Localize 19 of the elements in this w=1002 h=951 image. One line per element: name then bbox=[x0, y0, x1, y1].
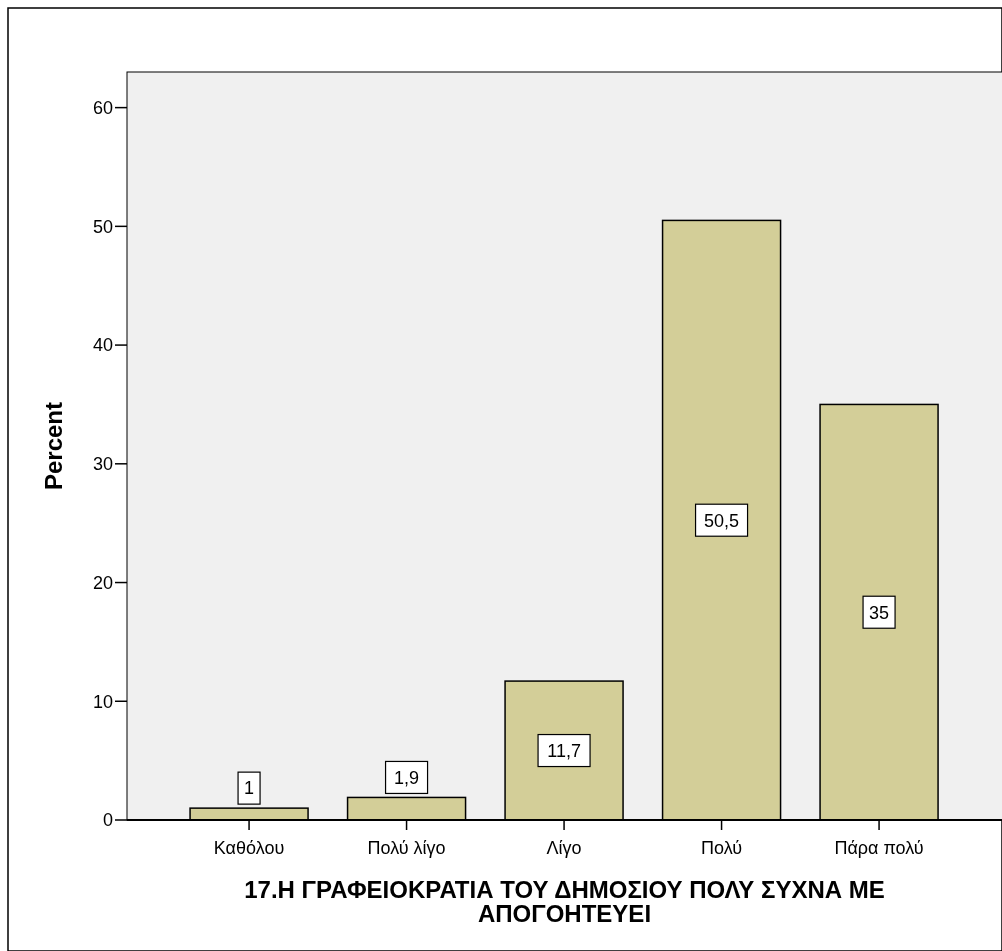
y-tick-label: 60 bbox=[92, 97, 113, 118]
x-axis-title: 17.Η ΓΡΑΦΕΙΟΚΡΑΤΙΑ ΤΟΥ ΔΗΜΟΣΙΟΥ ΠΟΛΥ ΣΥΧΝΑ ΜΕ ΑΠΟΓΟΗΤΕΥΕΙ bbox=[244, 876, 885, 927]
data-label: 50,5 bbox=[704, 510, 740, 531]
x-tick-label: Πάρα πολύ bbox=[834, 838, 924, 858]
x-tick-label: Καθόλου bbox=[213, 838, 285, 858]
y-tick-label: 0 bbox=[102, 810, 113, 831]
data-label: 35 bbox=[869, 602, 890, 623]
x-tick-label: Πολύ λίγο bbox=[367, 838, 446, 858]
y-tick-label: 30 bbox=[92, 454, 113, 475]
y-tick-label: 40 bbox=[92, 335, 113, 356]
data-label: 1 bbox=[244, 778, 255, 799]
y-tick-label: 50 bbox=[92, 216, 113, 237]
y-tick-label: 20 bbox=[92, 572, 113, 593]
data-label: 11,7 bbox=[547, 740, 581, 761]
x-tick-label: Πολύ bbox=[701, 838, 743, 858]
y-axis-title: Percent bbox=[40, 401, 67, 491]
y-tick-label: 10 bbox=[92, 691, 113, 712]
data-label: 1,9 bbox=[394, 767, 420, 788]
x-tick-label: Λίγο bbox=[546, 838, 582, 858]
